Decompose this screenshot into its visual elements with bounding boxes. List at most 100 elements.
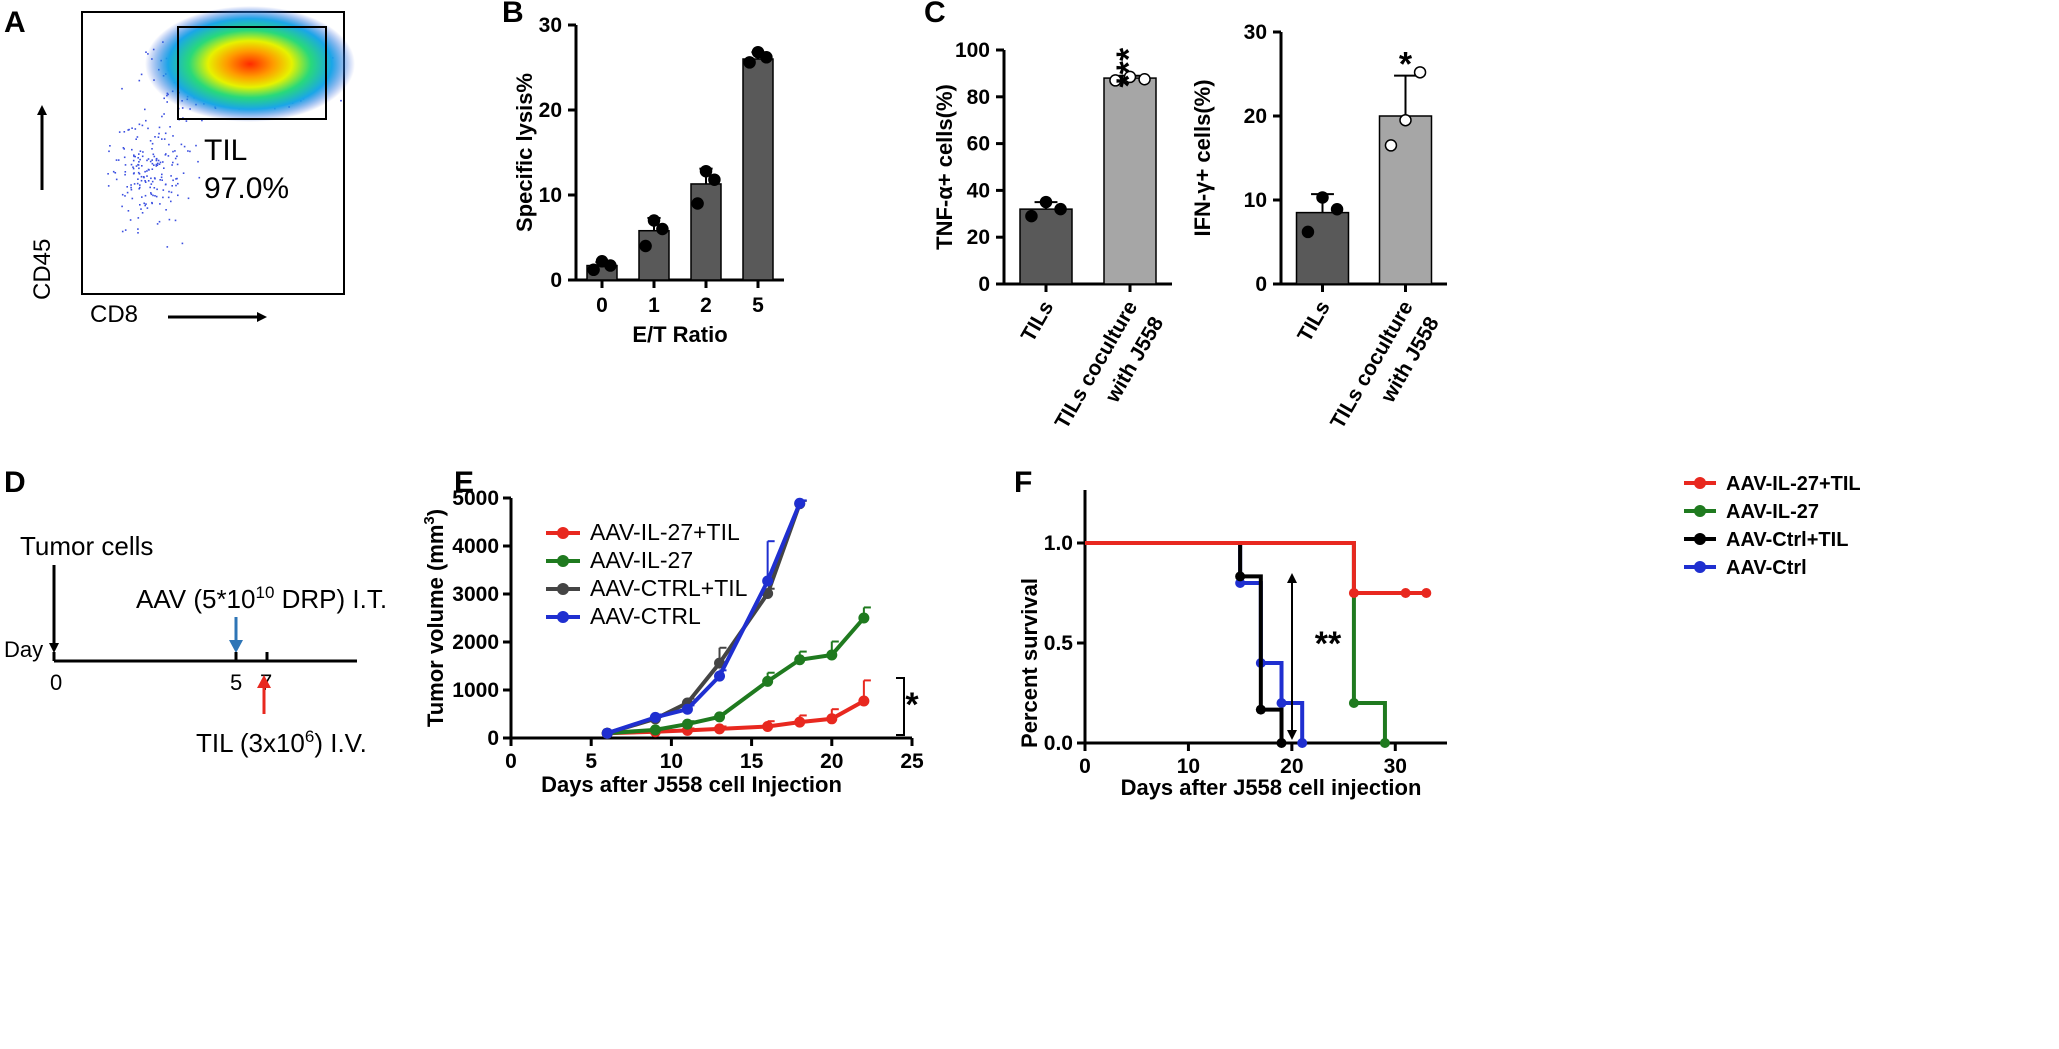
flow-event bbox=[130, 188, 133, 191]
flow-event bbox=[158, 163, 161, 165]
y-tick-label: 0.5 bbox=[1044, 632, 1074, 655]
flow-event bbox=[340, 99, 342, 102]
day-5: 5 bbox=[230, 670, 242, 695]
flow-event bbox=[181, 242, 184, 245]
data-point bbox=[714, 670, 726, 682]
legend-label: AAV-Ctrl+TIL bbox=[1726, 529, 1848, 551]
flow-event bbox=[121, 193, 124, 196]
flow-event bbox=[137, 163, 139, 166]
flow-event bbox=[142, 176, 145, 178]
flow-event bbox=[137, 178, 139, 180]
data-point bbox=[1384, 139, 1398, 152]
flow-event bbox=[134, 155, 136, 158]
flow-event bbox=[155, 159, 158, 162]
x-marker-label: CD8 bbox=[90, 301, 138, 328]
flow-event bbox=[177, 182, 179, 185]
censor-marker bbox=[1276, 738, 1287, 748]
y-axis-label: TNF-α+ cells(%) bbox=[932, 84, 957, 250]
data-point bbox=[1025, 209, 1038, 223]
flow-event bbox=[153, 155, 156, 158]
data-point bbox=[762, 720, 774, 732]
flow-event bbox=[132, 172, 135, 175]
bar bbox=[1103, 77, 1157, 285]
flow-event bbox=[124, 195, 126, 197]
flow-event bbox=[133, 183, 136, 185]
flow-event bbox=[147, 127, 149, 130]
censor-marker bbox=[1235, 571, 1246, 582]
flow-event bbox=[159, 179, 161, 181]
y-tick-label: 30 bbox=[539, 14, 562, 37]
x-tick-label: 20 bbox=[1280, 755, 1303, 778]
flow-event bbox=[153, 187, 156, 189]
censor-marker bbox=[1421, 588, 1432, 598]
data-point bbox=[639, 239, 652, 253]
y-tick-label: 80 bbox=[967, 86, 990, 109]
legend-marker bbox=[557, 611, 569, 623]
legend-label: AAV-CTRL+TIL bbox=[590, 575, 748, 601]
flow-event bbox=[153, 164, 155, 166]
flow-event bbox=[187, 197, 190, 200]
day-label: Day bbox=[4, 637, 43, 662]
chart-b: 0 10 20 30 0 1 2 5 E/T Ratio Specific lysis% bbox=[512, 14, 784, 347]
x-tick-label: 0 bbox=[1079, 755, 1091, 778]
y-axis-label: Specific lysis% bbox=[512, 73, 537, 232]
data-point bbox=[691, 197, 704, 210]
flow-event bbox=[129, 219, 132, 221]
flow-event bbox=[155, 165, 158, 167]
legend-marker bbox=[1694, 533, 1706, 545]
flow-event bbox=[151, 142, 154, 145]
flow-event bbox=[127, 129, 129, 131]
x-tick-label: 20 bbox=[820, 750, 843, 773]
y-tick-label: 30 bbox=[1244, 21, 1267, 44]
flow-event bbox=[139, 150, 142, 152]
flow-event bbox=[155, 163, 158, 166]
flow-event bbox=[138, 161, 140, 163]
flow-event bbox=[163, 138, 166, 140]
til-arrow-head bbox=[257, 675, 271, 688]
y-tick-label: 20 bbox=[539, 99, 562, 122]
flow-event bbox=[155, 195, 158, 198]
flow-event bbox=[151, 168, 154, 170]
data-point bbox=[1109, 74, 1122, 87]
y-tick-label: 60 bbox=[967, 133, 990, 156]
y-tick-label: 40 bbox=[967, 179, 990, 202]
flow-event bbox=[176, 177, 178, 180]
flow-event bbox=[130, 184, 132, 186]
y-axis-label: Tumor volume (mm3) bbox=[421, 509, 448, 727]
flow-event bbox=[150, 177, 152, 180]
flow-density-core bbox=[145, 6, 355, 122]
aav-label: AAV (5*1010 DRP) I.T. bbox=[136, 583, 387, 614]
flow-event bbox=[132, 166, 134, 168]
flow-event bbox=[143, 202, 145, 205]
flow-event bbox=[123, 131, 126, 133]
flow-event bbox=[172, 135, 174, 137]
survival-curve bbox=[1085, 541, 1305, 743]
data-point bbox=[858, 695, 870, 707]
significance-mark: *** bbox=[1110, 47, 1148, 87]
flow-event bbox=[144, 180, 146, 182]
data-point bbox=[858, 612, 870, 624]
flow-event bbox=[114, 172, 117, 174]
flow-event bbox=[174, 219, 177, 222]
flow-event bbox=[157, 159, 160, 162]
data-point bbox=[681, 718, 693, 730]
flow-event bbox=[144, 204, 146, 207]
legend-label: AAV-IL-27 bbox=[590, 547, 693, 573]
y-tick-label: 5000 bbox=[452, 487, 499, 510]
flow-event bbox=[176, 155, 178, 158]
x-tick-label: 15 bbox=[740, 750, 764, 773]
flow-event bbox=[151, 162, 154, 165]
flow-event bbox=[154, 195, 156, 197]
flow-event bbox=[123, 156, 126, 159]
flow-event bbox=[137, 228, 139, 230]
flow-event bbox=[170, 175, 172, 177]
flow-event bbox=[147, 180, 150, 182]
y-marker-label: CD45 bbox=[29, 239, 56, 300]
x-tick-label: 0 bbox=[596, 294, 608, 317]
data-point bbox=[1316, 191, 1329, 204]
flow-event bbox=[123, 148, 125, 150]
flow-event bbox=[151, 159, 153, 161]
flow-event bbox=[150, 183, 153, 185]
flow-event bbox=[172, 150, 174, 153]
